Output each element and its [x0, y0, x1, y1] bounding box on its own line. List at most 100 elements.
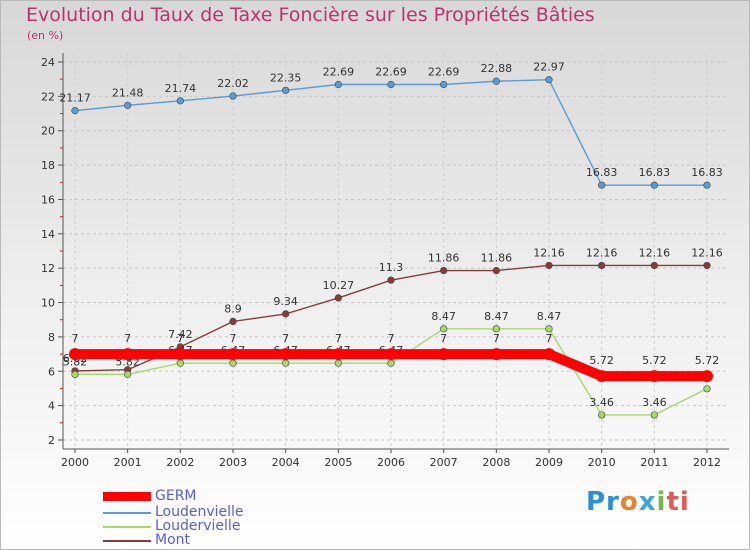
- data-label-loudervielle-2008: 8.47: [484, 310, 509, 323]
- point-loudenvielle-2011: [650, 181, 658, 189]
- x-tick-label-2000: 2000: [61, 456, 89, 469]
- legend-swatch-mont: [103, 540, 151, 542]
- point-germ-2004: [279, 348, 292, 361]
- x-tick-label-2008: 2008: [482, 456, 510, 469]
- legend-label-germ: GERM: [155, 488, 197, 504]
- legend-swatch-germ: [103, 492, 151, 501]
- chart-title: Evolution du Taux de Taxe Foncière sur l…: [26, 4, 595, 26]
- point-germ-2002: [174, 348, 187, 361]
- data-label-loudenvielle-2009: 22.97: [533, 61, 565, 74]
- data-label-germ-2009: 7: [546, 332, 553, 345]
- x-tick-label-2005: 2005: [324, 456, 352, 469]
- legend-label-mont: Mont: [155, 532, 191, 548]
- point-germ-2007: [437, 348, 450, 361]
- point-germ-2008: [490, 348, 503, 361]
- y-tick-label-12: 12: [41, 262, 55, 275]
- data-label-loudenvielle-2008: 22.88: [481, 62, 513, 75]
- data-label-mont-2006: 11.3: [379, 261, 404, 274]
- point-mont-2006: [387, 276, 395, 284]
- data-label-germ-2001: 7: [124, 332, 131, 345]
- point-loudenvielle-2004: [282, 86, 290, 94]
- x-tick-label-2011: 2011: [640, 456, 668, 469]
- data-label-germ-2006: 7: [388, 332, 395, 345]
- y-tick-label-10: 10: [41, 297, 55, 310]
- point-germ-2010: [595, 370, 608, 383]
- data-label-loudenvielle-2011: 16.83: [639, 166, 671, 179]
- data-label-germ-2007: 7: [440, 332, 447, 345]
- y-tick-label-6: 6: [48, 365, 55, 378]
- point-loudenvielle-2010: [598, 181, 606, 189]
- y-tick-label-4: 4: [48, 400, 55, 413]
- data-label-mont-2008: 11.86: [481, 252, 513, 265]
- x-tick-label-2010: 2010: [588, 456, 616, 469]
- point-loudervielle-2007: [440, 325, 448, 333]
- legend-label-loudervielle: Loudervielle: [155, 518, 241, 534]
- y-tick-label-2: 2: [48, 434, 55, 447]
- x-tick-label-2003: 2003: [219, 456, 247, 469]
- data-label-loudenvielle-2003: 22.02: [217, 77, 249, 90]
- data-label-loudenvielle-2012: 16.83: [691, 166, 723, 179]
- data-label-loudenvielle-2000: 21.17: [59, 92, 91, 105]
- data-label-loudervielle-2007: 8.47: [431, 310, 456, 323]
- point-germ-2011: [648, 370, 661, 383]
- point-germ-2001: [121, 348, 134, 361]
- chart-subtitle: (en %): [27, 29, 64, 42]
- x-tick-label-2002: 2002: [166, 456, 194, 469]
- legend-swatch-loudenvielle: [103, 512, 151, 514]
- data-label-germ-2005: 7: [335, 332, 342, 345]
- point-loudervielle-2006: [387, 359, 395, 367]
- point-mont-2003: [229, 317, 237, 326]
- data-label-germ-2010: 5.72: [589, 354, 614, 367]
- legend-swatch-loudervielle: [103, 526, 151, 528]
- data-label-mont-2011: 12.16: [639, 246, 671, 259]
- point-loudenvielle-2003: [229, 92, 237, 100]
- point-loudervielle-2002: [176, 359, 184, 367]
- point-loudervielle-2008: [492, 325, 500, 333]
- legend-label-loudenvielle: Loudenvielle: [155, 504, 244, 520]
- point-loudenvielle-2009: [545, 76, 553, 84]
- data-label-loudenvielle-2004: 22.35: [270, 71, 302, 84]
- data-label-loudenvielle-2005: 22.69: [323, 66, 355, 79]
- x-tick-label-2007: 2007: [430, 456, 458, 469]
- point-loudervielle-2003: [229, 359, 237, 367]
- point-loudervielle-2011: [650, 411, 658, 419]
- x-tick-label-2009: 2009: [535, 456, 563, 469]
- data-label-germ-2011: 5.72: [642, 354, 667, 367]
- point-germ-2012: [701, 370, 713, 383]
- x-tick-label-2004: 2004: [272, 456, 300, 469]
- point-loudervielle-2000: [71, 370, 79, 378]
- y-tick-label-8: 8: [48, 331, 55, 344]
- data-label-germ-2004: 7: [282, 332, 289, 345]
- y-tick-label-24: 24: [41, 56, 55, 69]
- data-label-mont-2009: 12.16: [533, 246, 565, 259]
- point-loudenvielle-2012: [703, 181, 711, 189]
- point-loudenvielle-2005: [334, 80, 342, 89]
- point-germ-2000: [69, 348, 81, 361]
- point-loudenvielle-2006: [387, 80, 395, 89]
- data-label-mont-2012: 12.16: [691, 246, 723, 259]
- point-mont-2010: [598, 261, 606, 270]
- y-tick-label-14: 14: [41, 228, 55, 241]
- y-tick-label-16: 16: [41, 193, 55, 206]
- data-label-loudenvielle-2002: 21.74: [165, 82, 197, 95]
- point-mont-2004: [282, 310, 290, 318]
- point-loudervielle-2001: [124, 370, 132, 378]
- point-loudenvielle-2002: [176, 97, 184, 105]
- data-label-loudervielle-2009: 8.47: [537, 310, 562, 323]
- point-loudenvielle-2000: [71, 107, 79, 115]
- data-label-mont-2007: 11.86: [428, 252, 460, 265]
- point-mont-2007: [440, 266, 448, 275]
- point-germ-2009: [543, 348, 555, 361]
- x-tick-label-2001: 2001: [114, 456, 142, 469]
- x-tick-label-2006: 2006: [377, 456, 405, 469]
- data-label-mont-2002: 7.42: [168, 328, 193, 341]
- data-label-germ-2003: 7: [230, 332, 237, 345]
- point-mont-2008: [492, 266, 500, 275]
- y-tick-label-22: 22: [41, 90, 55, 103]
- y-tick-label-18: 18: [41, 159, 55, 172]
- point-germ-2006: [385, 348, 397, 361]
- point-loudervielle-2010: [598, 411, 606, 419]
- point-mont-2009: [545, 261, 553, 270]
